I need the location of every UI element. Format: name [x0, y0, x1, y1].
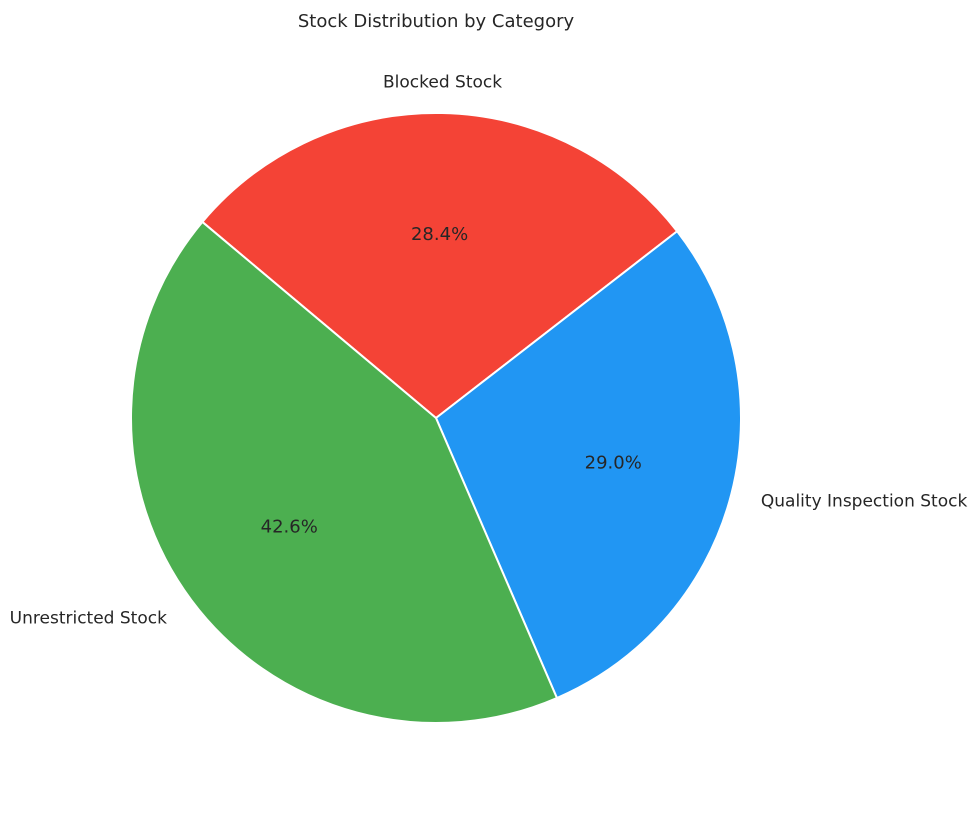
pie-slice-quality-inspection-stock: [435, 230, 742, 699]
pie-percent-label-blocked-stock: 28.4%: [411, 224, 468, 245]
chart-title: Stock Distribution by Category: [298, 11, 575, 32]
pie-labels: 28.4% Blocked Stock 29.0% Quality Inspectio…: [10, 73, 968, 629]
pie-slice-blocked-stock: [201, 112, 679, 419]
pie-category-label-quality-inspection-stock: Quality Inspection Stock: [761, 492, 968, 512]
pie-percent-label-quality-inspection-stock: 29.0%: [585, 453, 642, 474]
pie-slice-unrestricted-stock: [130, 220, 558, 724]
pie-category-label-unrestricted-stock: Unrestricted Stock: [10, 608, 167, 628]
pie-category-label-blocked-stock: Blocked Stock: [383, 73, 502, 93]
pie-percent-label-unrestricted-stock: 42.6%: [261, 516, 318, 537]
pie-slices: [130, 112, 742, 724]
